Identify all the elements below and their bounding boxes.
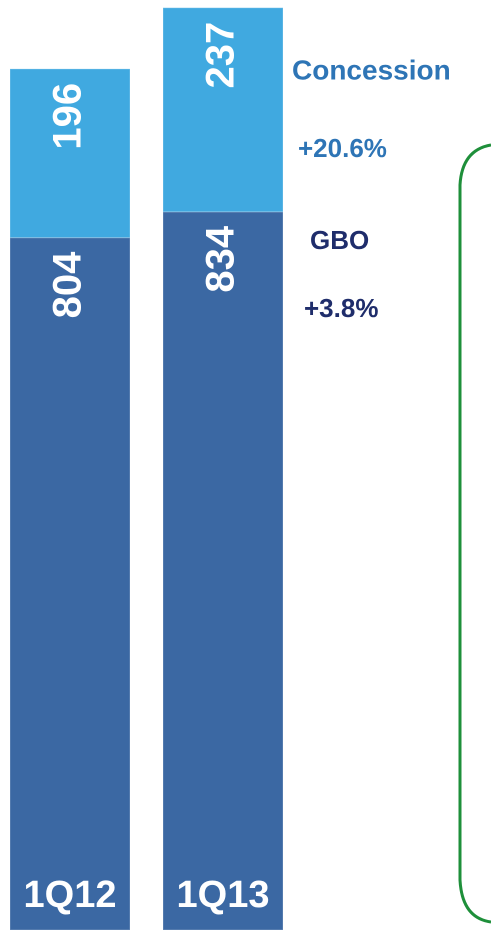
category-label: 1Q13 [177, 874, 270, 916]
value-label: 804 [46, 251, 90, 318]
bar-segment [9, 68, 131, 239]
bracket [458, 143, 491, 924]
bar-segment [162, 211, 284, 931]
category-label: 1Q12 [24, 874, 117, 916]
annotation: +20.6% [298, 133, 387, 163]
series-label: Concession [292, 54, 451, 85]
value-label: 237 [199, 22, 243, 89]
series-label: GBO [310, 225, 369, 255]
bar-segment [162, 7, 284, 213]
annotation: +3.8% [304, 293, 378, 323]
value-label: 834 [199, 225, 243, 292]
bar-segment [9, 237, 131, 931]
value-label: 196 [46, 83, 90, 150]
